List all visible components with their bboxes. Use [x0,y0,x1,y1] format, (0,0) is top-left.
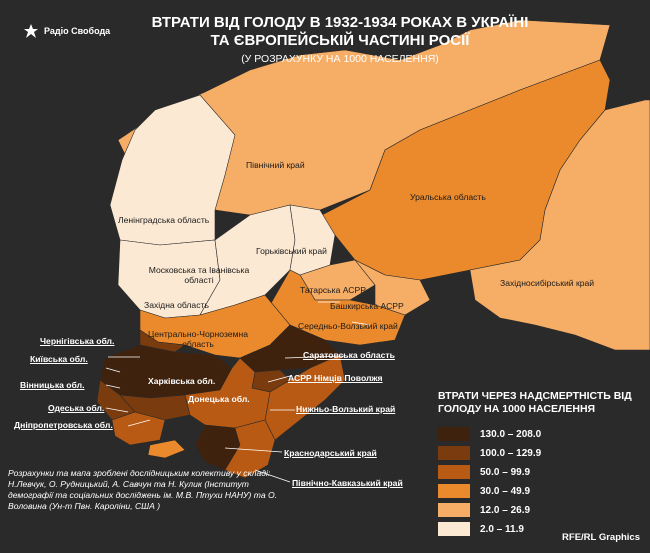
region-label-donetska: Донецька обл. [188,394,250,404]
region-label-moskovska: Московська та Іванівська області [148,265,250,285]
radio-svoboda-logo-icon [22,22,40,40]
logo-text: Радіо Свобода [44,26,111,36]
region-label-seredno: Середньо-Волзький край [298,321,398,331]
region-label-tsentralno: Центрально-Чорноземна область [147,329,249,349]
legend-item: 30.0 – 49.9 [438,484,530,498]
region-donetska [184,357,271,429]
legend-swatch [438,484,470,498]
callout-lines [105,301,371,483]
region-label-tatarska: Татарська АСРР [300,285,366,295]
region-label-zakhidna: Західна область [144,300,209,310]
radio-svoboda-logo: Радіо Свобода [22,22,110,40]
page-subtitle: (У РОЗРАХУНКУ НА 1000 НАСЕЛЕННЯ) [241,53,439,65]
callout-chernihivska: Чернігівська обл. [40,336,115,346]
footnote: Розрахунки та мапа зроблені дослідницьки… [8,468,278,511]
legend-label: 30.0 – 49.9 [480,485,531,497]
region-label-kharkivska: Харківська обл. [148,376,216,386]
legend-label: 130.0 – 208.0 [480,428,542,440]
legend-title: ВТРАТИ ЧЕРЕЗ НАДСМЕРТНІСТЬ ВІД ГОЛОДУ НА… [438,390,632,415]
callout-pivnichno-kavkazky: Північно-Кавказький край [292,478,403,488]
region-label-gorkivsky: Горьківський край [256,246,327,256]
legend-item: 12.0 – 26.9 [438,503,530,517]
region-moskovska [199,204,296,316]
legend-swatch [438,427,470,441]
region-crimea [147,439,186,459]
region-label-uralska: Уральська область [410,192,486,202]
page-title: ВТРАТИ ВІД ГОЛОДУ В 1932-1934 РОКАХ В УК… [151,14,529,49]
legend-label: 100.0 – 129.9 [480,447,542,459]
legend-swatch [438,446,470,460]
legend-item: 50.0 – 99.9 [438,465,530,479]
callout-krasnodarsky: Краснодарський край [284,448,377,458]
legend-label: 12.0 – 26.9 [480,504,531,516]
callout-nyzhno: Нижньо-Волзький край [296,404,396,414]
legend-item: 130.0 – 208.0 [438,427,541,441]
credit: RFE/RL Graphics [562,532,640,543]
legend-item: 100.0 – 129.9 [438,446,541,460]
region-label-pivnichny: Північний край [246,160,305,170]
callout-dnipropetrovska: Дніпропетровська обл. [14,420,113,430]
callout-kyivska: Київська обл. [30,354,88,364]
callout-odeska: Одеська обл. [48,403,105,413]
callout-vinnytska: Вінницька обл. [20,380,85,390]
legend-label: 2.0 – 11.9 [480,523,524,535]
region-bashkirska [354,259,431,316]
legend-swatch [438,465,470,479]
legend-swatch [438,503,470,517]
legend-item: 2.0 – 11.9 [438,522,524,536]
region-label-leningradska: Ленінградська область [118,215,210,225]
callout-nimtsiv: АСРР Німців Поволжя [288,373,383,383]
region-chernihivska [139,329,186,353]
callout-saratovska: Саратовська область [303,350,395,360]
legend-swatch [438,522,470,536]
region-zakhidnosybirsky [469,99,650,351]
legend-label: 50.0 – 99.9 [480,466,531,478]
region-label-zakhidnosybirsky: Західносибірський край [500,278,595,288]
region-label-bashkirska: Башкирська АСРР [330,301,404,311]
